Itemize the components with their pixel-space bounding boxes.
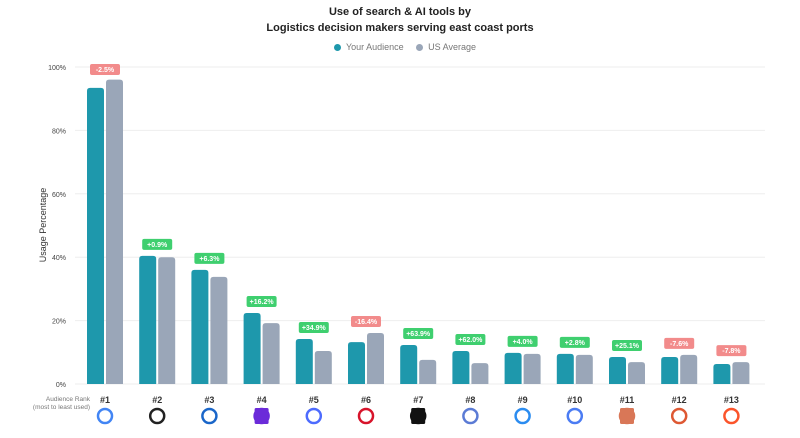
delta-label: +4.0% xyxy=(513,339,534,346)
bar-us-average xyxy=(106,79,123,385)
x-tick-label: #11 xyxy=(620,395,635,405)
bar-your-audience xyxy=(661,357,679,384)
bar-your-audience xyxy=(504,352,522,384)
bar-us-average xyxy=(575,354,593,384)
duckduckgo-icon xyxy=(670,407,688,425)
y-tick-label: 100% xyxy=(48,65,66,72)
bar-us-average xyxy=(628,362,645,384)
claude-icon-bg xyxy=(620,408,634,424)
bar-your-audience xyxy=(243,312,261,384)
delta-label: +2.8% xyxy=(565,340,586,347)
x-tick-label: #1 xyxy=(100,395,110,405)
bar-us-average xyxy=(367,332,384,384)
delta-badge xyxy=(142,238,173,250)
delta-label: -7.6% xyxy=(670,341,689,348)
legend: Your Audience US Average xyxy=(0,42,800,52)
deepseek-icon xyxy=(305,407,323,425)
x-tick-label: #9 xyxy=(518,395,528,405)
x-tick-label: #13 xyxy=(724,395,739,405)
delta-label: +34.9% xyxy=(302,325,327,332)
delta-badge xyxy=(403,328,434,340)
x-axis-label-line2: (most to least used) xyxy=(32,404,90,411)
yahoo-icon-bg xyxy=(254,408,269,424)
chart-title-line1: Use of search & AI tools by xyxy=(328,6,472,18)
delta-label: +62.0% xyxy=(458,337,483,344)
delta-badge xyxy=(194,252,225,264)
bar-us-average xyxy=(680,354,698,384)
x-tick-label: #3 xyxy=(204,395,214,405)
delta-badge xyxy=(90,64,120,75)
delta-badge xyxy=(507,335,538,347)
perplexity-icon-bg xyxy=(411,408,426,424)
delta-label: -7.8% xyxy=(722,348,741,355)
x-tick-label: #5 xyxy=(309,395,319,405)
x-tick-label: #7 xyxy=(413,395,423,405)
delta-badge xyxy=(664,337,695,349)
delta-badge xyxy=(351,315,381,327)
delta-label: +25.1% xyxy=(615,343,640,350)
bar-us-average xyxy=(419,359,437,384)
y-tick-label: 40% xyxy=(52,255,66,262)
delta-badge xyxy=(455,334,486,346)
chart-title-line2: Logistics decision makers serving east c… xyxy=(266,22,534,34)
x-tick-label: #2 xyxy=(152,395,162,405)
bar-us-average xyxy=(262,323,280,384)
copilot-icon xyxy=(514,407,531,425)
legend-label-us-average: US Average xyxy=(428,42,477,52)
y-tick-label: 60% xyxy=(52,192,66,199)
x-axis-label: Audience Rank (most to least used) xyxy=(10,396,90,412)
bar-us-average xyxy=(158,257,176,384)
bar-your-audience xyxy=(191,269,209,384)
opera-icon xyxy=(357,407,375,425)
bar-your-audience xyxy=(609,357,626,384)
bar-your-audience xyxy=(556,353,574,384)
x-tick-label: #4 xyxy=(257,395,267,405)
delta-label: +0.9% xyxy=(147,242,168,249)
bar-us-average xyxy=(314,351,332,384)
legend-swatch-your-audience xyxy=(333,44,341,52)
bar-your-audience xyxy=(348,342,365,384)
bar-us-average xyxy=(523,353,541,384)
copilot-legacy-icon xyxy=(462,407,479,425)
bar-your-audience xyxy=(713,364,731,384)
chatgpt-icon xyxy=(148,407,166,425)
delta-badge xyxy=(246,295,277,307)
bar-your-audience xyxy=(139,255,157,384)
delta-label: +16.2% xyxy=(250,299,275,306)
bar-your-audience xyxy=(452,351,470,384)
y-tick-label: 20% xyxy=(52,319,66,326)
brave-icon xyxy=(723,407,740,425)
delta-badge xyxy=(612,340,642,352)
delta-badge xyxy=(716,345,747,357)
bar-us-average xyxy=(210,276,228,384)
x-axis-label-line1: Audience Rank xyxy=(45,396,90,403)
x-tick-label: #10 xyxy=(567,395,582,405)
bar-your-audience xyxy=(87,87,104,384)
delta-badge xyxy=(559,336,590,348)
x-tick-label: #12 xyxy=(672,395,687,405)
delta-label: +6.3% xyxy=(199,256,220,263)
y-tick-label: 80% xyxy=(52,128,66,135)
bar-your-audience xyxy=(295,338,313,384)
bar-us-average xyxy=(471,363,489,384)
delta-label: -16.4% xyxy=(355,319,378,326)
google-icon xyxy=(96,407,114,425)
gemini-icon xyxy=(566,407,584,425)
delta-badge xyxy=(298,321,329,333)
delta-label: +63.9% xyxy=(406,331,431,338)
legend-swatch-us-average xyxy=(416,44,424,52)
search-icon xyxy=(201,407,218,425)
legend-label-your-audience: Your Audience xyxy=(345,42,404,52)
x-tick-label: #8 xyxy=(465,395,475,405)
bar-us-average xyxy=(732,362,750,384)
bar-your-audience xyxy=(400,345,418,384)
y-tick-label: 0% xyxy=(56,382,66,389)
x-tick-label: #6 xyxy=(361,395,371,405)
delta-label: -2.5% xyxy=(96,67,115,74)
